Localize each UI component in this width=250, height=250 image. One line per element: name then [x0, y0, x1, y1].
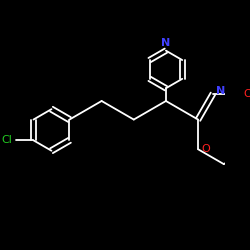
Text: N: N	[161, 38, 170, 48]
Text: O: O	[201, 144, 210, 154]
Text: N: N	[216, 86, 225, 96]
Text: O: O	[244, 89, 250, 99]
Text: Cl: Cl	[1, 135, 12, 145]
